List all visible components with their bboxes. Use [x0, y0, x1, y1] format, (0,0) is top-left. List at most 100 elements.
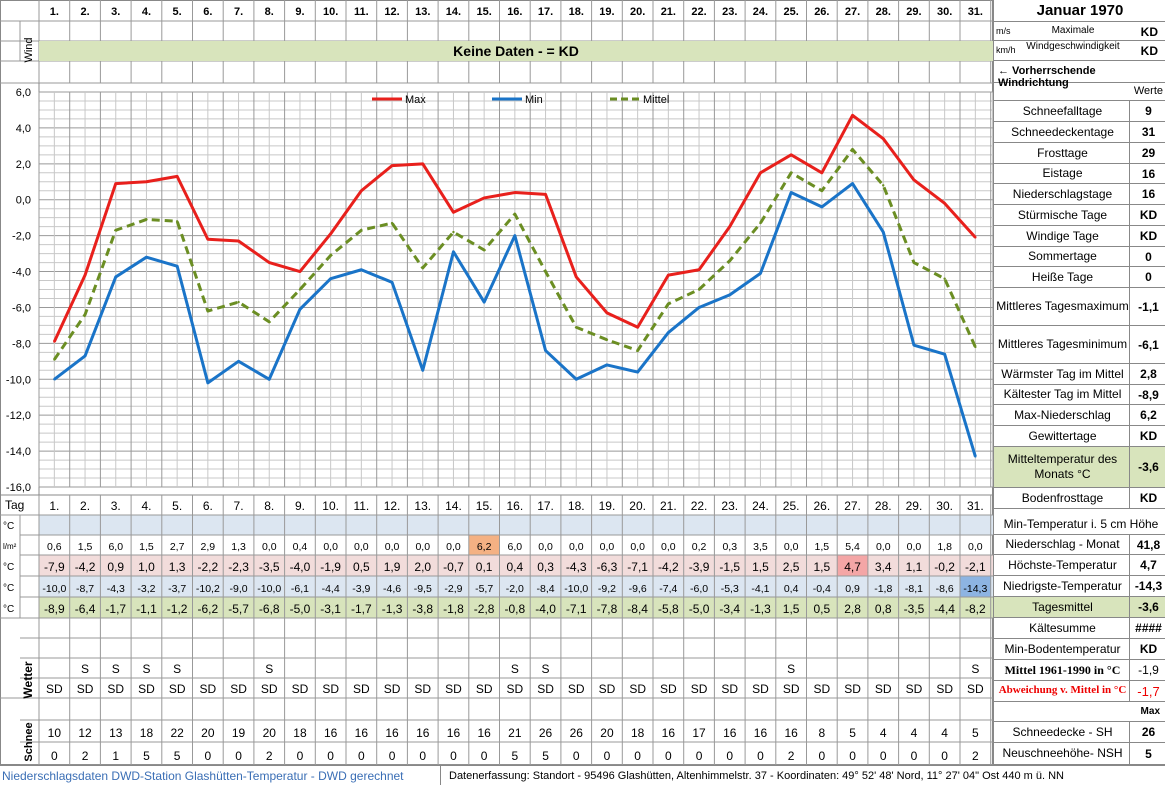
niedrigst-cell-day-23: -5,3: [721, 583, 739, 595]
wetter_sd-cell-day-21: SD: [660, 682, 677, 696]
wetter_sd-cell-day-7: SD: [230, 682, 247, 696]
tagnum-cell-day-2: 2.: [80, 499, 90, 513]
mittel-cell-day-25: 1,5: [783, 602, 800, 616]
hoechst-cell-day-3: 0,9: [107, 560, 124, 574]
point-min-day-3: [114, 275, 117, 279]
stat-row-3: Frosttage 29: [994, 143, 1165, 164]
header-day-26: 26.: [814, 6, 829, 18]
neuschnee-cell-day-13: 0: [419, 749, 426, 763]
point-mittel-day-8: [268, 320, 271, 324]
point-min-day-7: [237, 360, 240, 363]
point-max-day-4: [145, 180, 148, 183]
point-mittel-day-15: [482, 248, 486, 252]
point-min-day-9: [298, 308, 302, 311]
wetter_sd-cell-day-23: SD: [721, 682, 738, 696]
niedrigst-cell-day-29: -8,1: [905, 583, 923, 595]
point-mittel-day-24: [759, 221, 762, 225]
schneedecke-cell-day-17: 26: [539, 726, 553, 740]
stat-row-17-label: Bodenfrosttage: [996, 488, 1130, 508]
schneedecke-cell-day-7: 19: [232, 726, 246, 740]
schneedecke-cell-day-15: 16: [477, 726, 491, 740]
min-temp-5cm-row-label: Min-Temperatur i. 5 cm Höhe: [1003, 517, 1159, 531]
point-mittel-day-23: [728, 259, 731, 262]
hoechst-cell-day-11: 0,5: [353, 560, 370, 574]
mittel-cell-day-29: -3,5: [904, 602, 925, 616]
stat-row-5-label: Niederschlagstage: [996, 184, 1130, 204]
hoechst-cell-day-14: -0,7: [443, 560, 464, 574]
row-unit: °C: [3, 521, 14, 532]
schneedecke-cell-day-25: 16: [784, 726, 798, 740]
wetter_sd-cell-day-18: SD: [568, 682, 585, 696]
schneedecke-cell-day-12: 16: [385, 726, 399, 740]
niedrigst-cell-day-4: -3,2: [137, 583, 155, 595]
point-mittel-day-31: [974, 345, 977, 349]
schneedecke-cell-day-10: 16: [324, 726, 338, 740]
neuschnee-cell-day-4: 5: [143, 749, 150, 763]
header-day-13: 13.: [415, 6, 430, 18]
niedrigst-cell-day-26: -0,4: [813, 583, 831, 595]
niederschlag-cell-day-29: 0,0: [907, 541, 922, 553]
niedrigst-cell-day-11: -3,9: [352, 583, 370, 595]
stat-row-15-value: KD: [1139, 429, 1158, 443]
point-mittel-day-6: [206, 309, 210, 313]
header-day-6: 6.: [203, 6, 212, 18]
header-day-7: 7.: [234, 6, 243, 18]
hoechst-cell-day-16: 0,4: [507, 560, 524, 574]
hoechst-cell-day-1: -7,9: [44, 560, 65, 574]
niedrigst-cell-day-13: -9,5: [414, 583, 432, 595]
y-tick-label: 6,0: [16, 87, 31, 99]
footer-right: Datenerfassung: Standort - 95496 Glashüt…: [441, 765, 1165, 785]
niederschlag-cell-day-24: 3,5: [753, 541, 768, 553]
schneedecke-row: Schneedecke - SH 26: [994, 722, 1165, 743]
stat-row-14-value: 6,2: [1140, 408, 1157, 422]
hoechst-cell-day-23: -1,5: [719, 560, 740, 574]
no-data-banner: [39, 41, 993, 61]
niederschlag-cell-day-27: 5,4: [845, 541, 860, 553]
stat-row-9-value: 0: [1145, 270, 1152, 284]
point-max-day-15: [482, 196, 486, 200]
stat-row-12-label: Wärmster Tag im Mittel: [996, 364, 1130, 384]
kaeltesumme-row-value: ####: [1135, 621, 1162, 635]
point-max-day-14: [452, 211, 455, 214]
niederschlag-monat-row: Niederschlag - Monat 41,8: [994, 535, 1165, 555]
neuschnee-cell-day-14: 0: [450, 749, 457, 763]
neuschnee-cell-day-9: 0: [297, 749, 304, 763]
stat-row-11: Mittleres Tagesminimum -6,1: [994, 326, 1165, 364]
niedrigst-cell-day-8: -10,0: [257, 583, 281, 595]
mittel-cell-day-28: 0,8: [875, 602, 892, 616]
schneedecke-cell-day-13: 16: [416, 726, 430, 740]
point-min-day-2: [83, 354, 87, 358]
mittel-cell-day-1: -8,9: [44, 602, 65, 616]
wetter_sd-cell-day-20: SD: [629, 682, 646, 696]
wetter_sd-cell-day-30: SD: [936, 682, 953, 696]
kaeltesumme-row: Kältesumme ####: [994, 618, 1165, 639]
niederschlag-cell-day-6: 2,9: [201, 541, 216, 553]
stat-row-6-value: KD: [1139, 208, 1158, 222]
schneedecke-cell-day-3: 13: [109, 726, 123, 740]
point-mittel-day-17: [544, 270, 547, 273]
hoechst-cell-day-8: -3,5: [259, 560, 280, 574]
point-min-day-6: [206, 381, 210, 385]
point-max-day-24: [759, 171, 762, 174]
tagnum-cell-day-14: 14.: [445, 499, 462, 513]
neuschnee-cell-day-10: 0: [327, 749, 334, 763]
niederschlag-cell-day-3: 6,0: [108, 541, 123, 553]
point-mittel-day-9: [298, 288, 302, 291]
niedrigst-cell-day-24: -4,1: [751, 583, 769, 595]
tagesmittel-row: Tagesmittel -3,6: [994, 597, 1165, 618]
stat-row-5: Niederschlagstage 16: [994, 184, 1165, 205]
header-day-24: 24.: [753, 6, 768, 18]
point-min-day-10: [329, 277, 332, 280]
point-mittel-day-20: [636, 349, 639, 352]
point-max-day-18: [575, 275, 578, 279]
niedrigst-cell-day-22: -6,0: [690, 583, 708, 595]
wetter_sd-cell-day-31: SD: [967, 682, 984, 696]
wetter_sd-cell-day-5: SD: [169, 682, 186, 696]
neuschnee-cell-day-3: 1: [112, 749, 119, 763]
point-min-day-5: [175, 264, 179, 268]
point-min-day-27: [851, 182, 854, 185]
niederschlag-cell-day-4: 1,5: [139, 541, 154, 553]
hoechste-row-label: Höchste-Temperatur: [996, 555, 1130, 575]
y-tick-label: -6,0: [12, 302, 31, 314]
niedrigst-cell-day-16: -2,0: [506, 583, 524, 595]
